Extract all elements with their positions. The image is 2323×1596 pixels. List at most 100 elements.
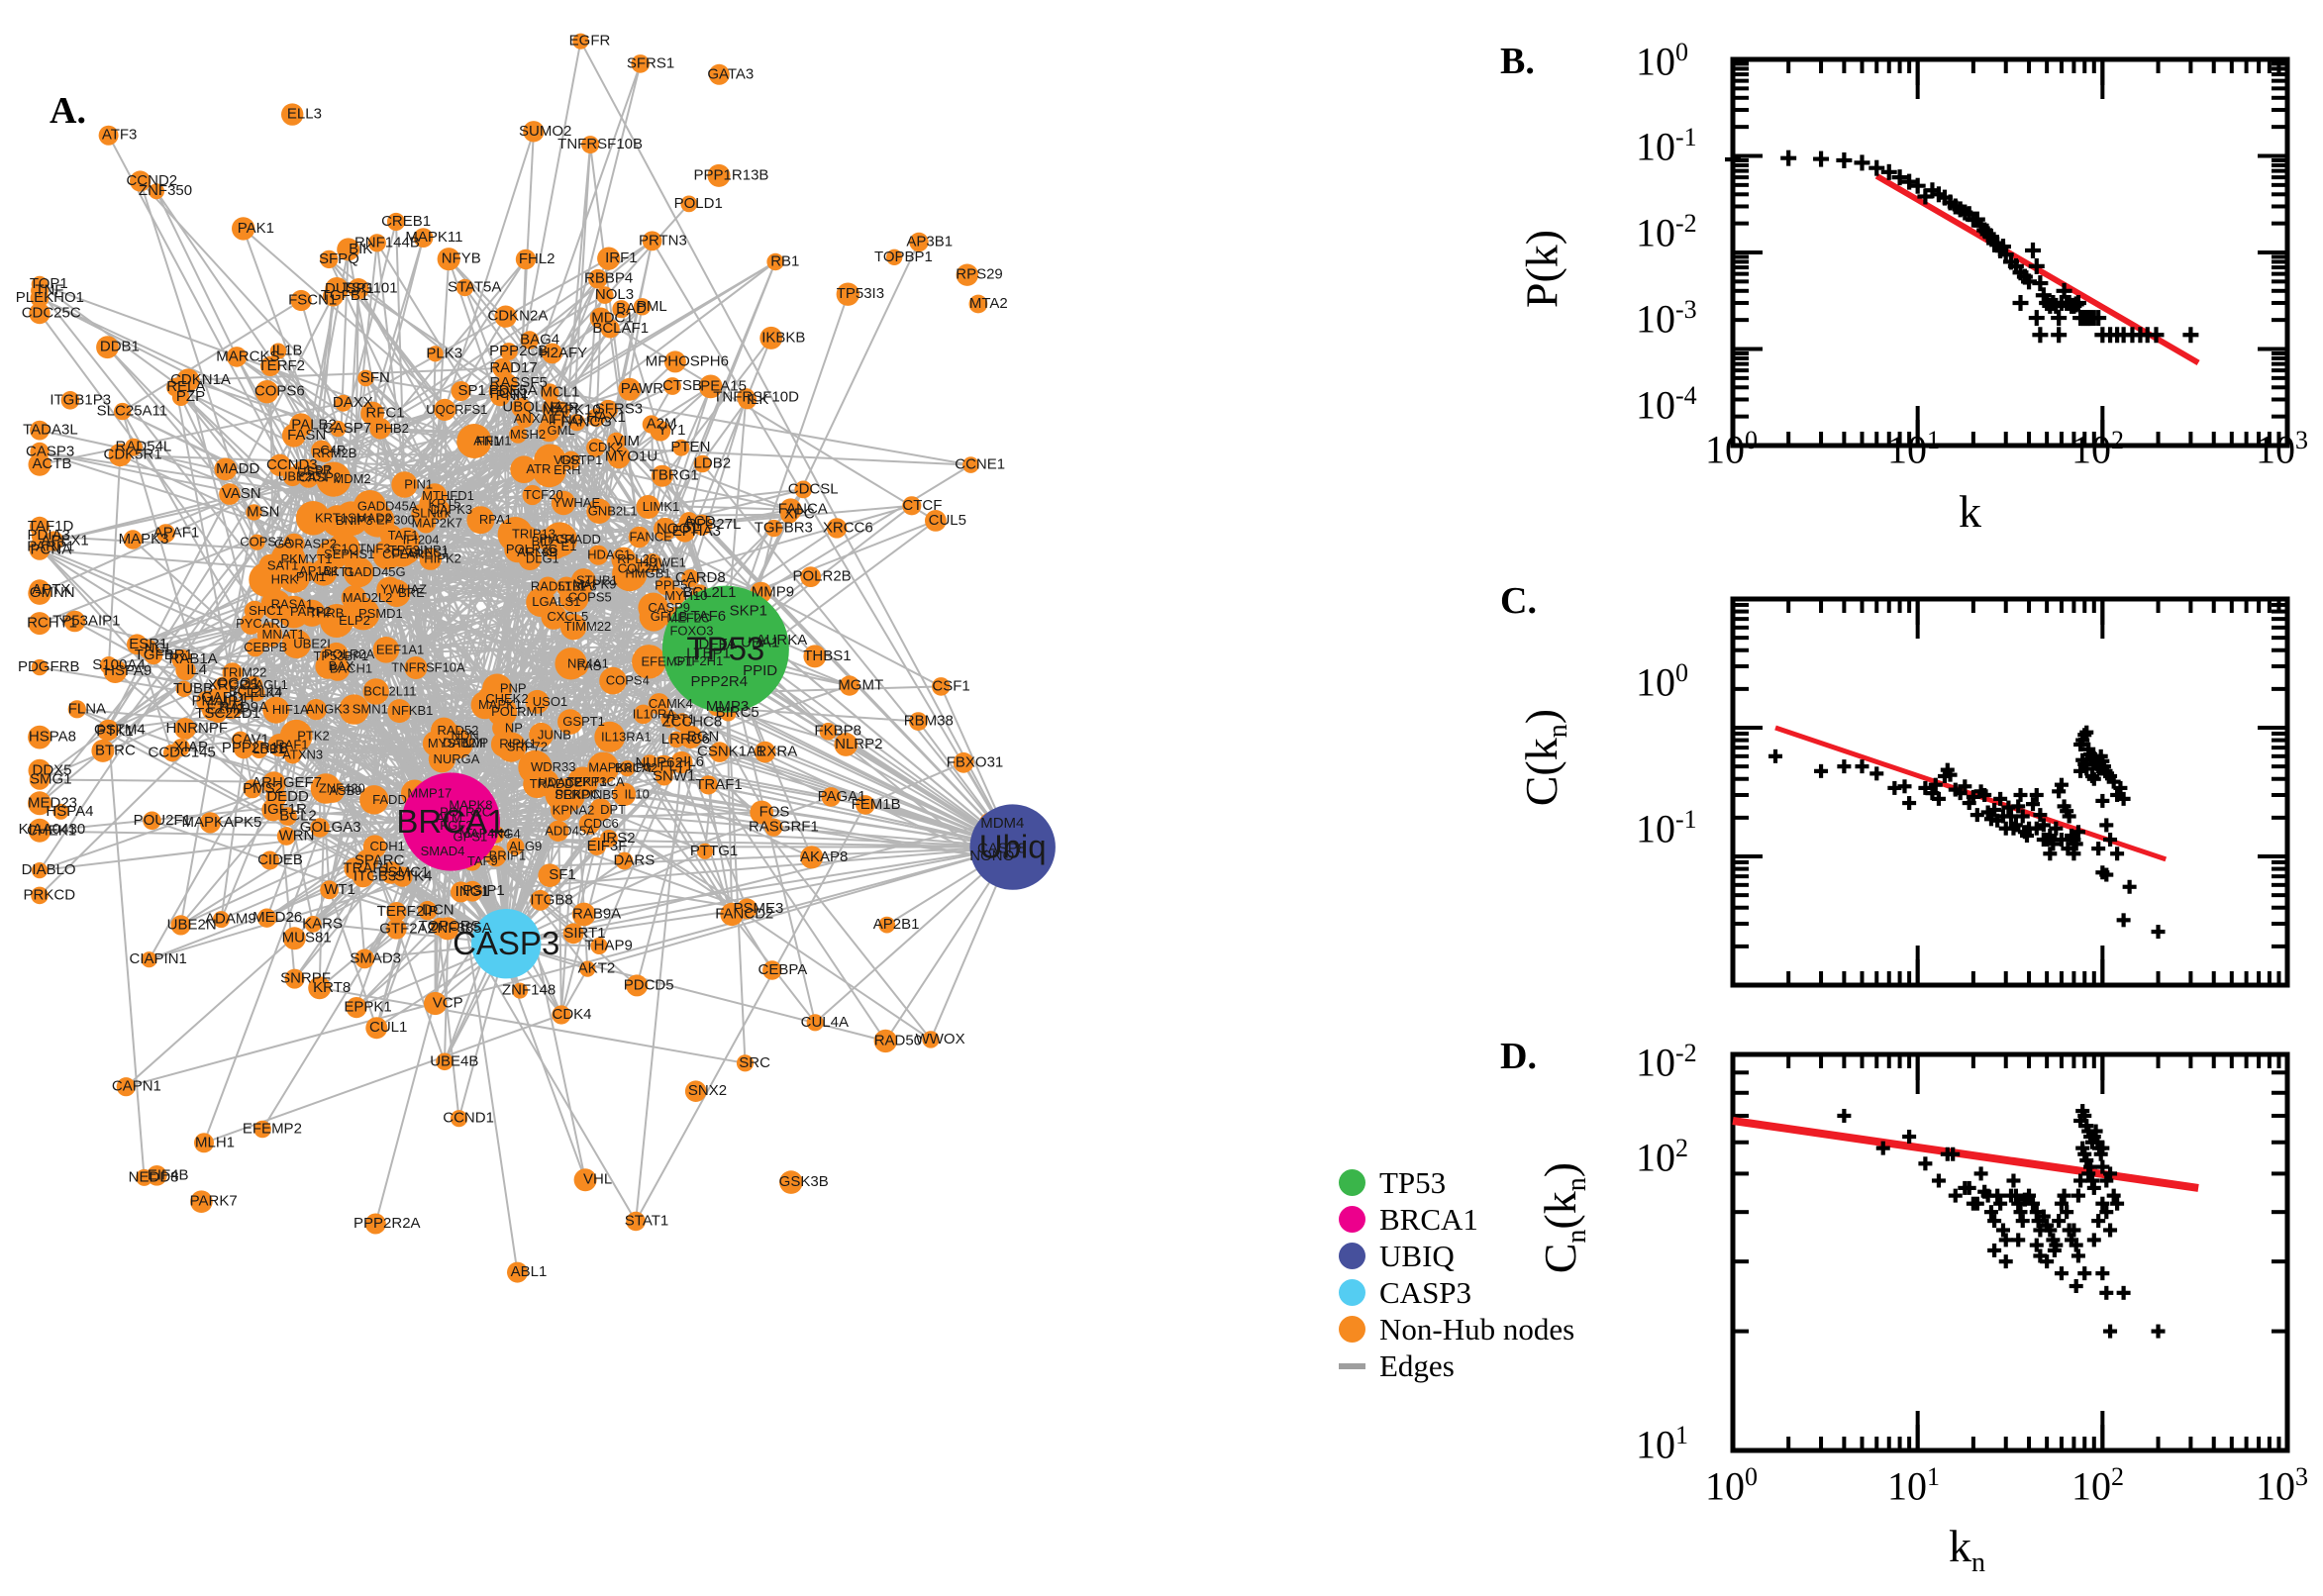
network-node[interactable] xyxy=(589,307,612,330)
network-node[interactable] xyxy=(461,880,483,902)
network-node[interactable] xyxy=(570,568,596,594)
network-node[interactable] xyxy=(347,597,380,631)
network-node[interactable] xyxy=(451,381,471,401)
network-node[interactable] xyxy=(316,461,352,497)
network-node[interactable] xyxy=(386,902,407,923)
network-node[interactable] xyxy=(91,739,115,762)
network-node[interactable] xyxy=(656,576,675,595)
network-node[interactable] xyxy=(320,880,339,900)
network-node[interactable] xyxy=(360,401,384,426)
network-node[interactable] xyxy=(258,553,282,577)
network-node[interactable] xyxy=(762,960,782,980)
network-node[interactable] xyxy=(834,733,858,756)
network-node[interactable] xyxy=(680,195,698,213)
network-node[interactable] xyxy=(282,927,306,950)
network-node[interactable] xyxy=(30,420,50,441)
network-node[interactable] xyxy=(335,394,353,412)
network-node[interactable] xyxy=(909,712,928,731)
network-node[interactable] xyxy=(590,937,608,955)
network-node[interactable] xyxy=(260,589,292,620)
network-node[interactable] xyxy=(31,886,49,905)
network-node[interactable] xyxy=(779,1170,803,1194)
network-node[interactable] xyxy=(672,713,691,732)
network-node[interactable] xyxy=(123,530,143,549)
network-node[interactable] xyxy=(404,656,428,679)
network-node[interactable] xyxy=(99,656,118,675)
network-node[interactable] xyxy=(598,399,618,420)
network-node[interactable] xyxy=(31,862,49,879)
network-node[interactable] xyxy=(651,464,673,487)
network-node[interactable] xyxy=(428,746,455,773)
network-node[interactable] xyxy=(530,889,552,911)
network-node[interactable] xyxy=(764,818,783,837)
network-node[interactable] xyxy=(174,718,196,740)
network-node[interactable] xyxy=(596,286,614,304)
network-node[interactable] xyxy=(492,357,513,378)
network-node[interactable] xyxy=(670,750,693,774)
network-node[interactable] xyxy=(878,916,896,934)
network-node[interactable] xyxy=(856,795,875,815)
network-node[interactable] xyxy=(359,785,389,815)
network-node[interactable] xyxy=(571,902,596,927)
network-node[interactable] xyxy=(512,982,529,999)
network-node[interactable] xyxy=(156,524,175,544)
network-node[interactable] xyxy=(548,820,569,842)
network-node[interactable] xyxy=(648,693,670,715)
network-node[interactable] xyxy=(561,450,581,470)
network-node[interactable] xyxy=(496,732,527,762)
network-node[interactable] xyxy=(642,231,662,251)
network-node[interactable] xyxy=(534,444,566,477)
network-node[interactable] xyxy=(628,526,651,549)
network-node[interactable] xyxy=(654,517,677,542)
network-node[interactable] xyxy=(170,915,191,936)
network-node[interactable] xyxy=(29,516,50,538)
network-node[interactable] xyxy=(212,911,230,929)
network-node[interactable] xyxy=(171,739,190,757)
network-node[interactable] xyxy=(626,1211,646,1232)
network-hub-node-tp53[interactable] xyxy=(661,585,789,713)
network-node[interactable] xyxy=(372,637,400,663)
network-node[interactable] xyxy=(437,248,460,271)
network-node[interactable] xyxy=(932,677,951,696)
network-node[interactable] xyxy=(655,767,673,786)
network-node[interactable] xyxy=(696,843,714,859)
network-node[interactable] xyxy=(344,857,366,880)
network-node[interactable] xyxy=(482,673,513,704)
network-node[interactable] xyxy=(679,725,703,749)
network-node[interactable] xyxy=(316,445,334,462)
network-node[interactable] xyxy=(707,163,731,187)
network-node[interactable] xyxy=(339,694,369,725)
network-node[interactable] xyxy=(175,680,192,697)
network-node[interactable] xyxy=(522,484,543,506)
network-node[interactable] xyxy=(28,791,51,816)
network-node[interactable] xyxy=(922,1031,940,1048)
network-node[interactable] xyxy=(29,769,50,790)
network-node[interactable] xyxy=(542,343,562,364)
network-hub-node-ubiq[interactable] xyxy=(969,804,1056,890)
network-node[interactable] xyxy=(125,438,143,456)
network-node[interactable] xyxy=(588,268,608,289)
network-node[interactable] xyxy=(31,275,49,293)
network-node[interactable] xyxy=(261,798,284,822)
network-node[interactable] xyxy=(431,717,457,744)
network-node[interactable] xyxy=(367,234,386,252)
network-node[interactable] xyxy=(281,629,312,658)
network-node[interactable] xyxy=(413,228,434,249)
network-node[interactable] xyxy=(619,760,636,777)
network-node[interactable] xyxy=(450,1110,468,1128)
network-node[interactable] xyxy=(560,614,587,641)
network-node[interactable] xyxy=(196,690,218,713)
network-node[interactable] xyxy=(800,846,824,869)
network-node[interactable] xyxy=(572,33,589,50)
network-node[interactable] xyxy=(551,490,576,516)
network-node[interactable] xyxy=(562,923,584,945)
network-node[interactable] xyxy=(362,678,389,705)
network-node[interactable] xyxy=(573,1168,597,1192)
network-node[interactable] xyxy=(316,539,349,570)
network-node[interactable] xyxy=(291,460,313,482)
network-node[interactable] xyxy=(386,919,407,940)
network-node[interactable] xyxy=(736,898,758,920)
network-node[interactable] xyxy=(422,483,448,509)
network-node[interactable] xyxy=(96,336,119,359)
network-node[interactable] xyxy=(424,991,448,1016)
